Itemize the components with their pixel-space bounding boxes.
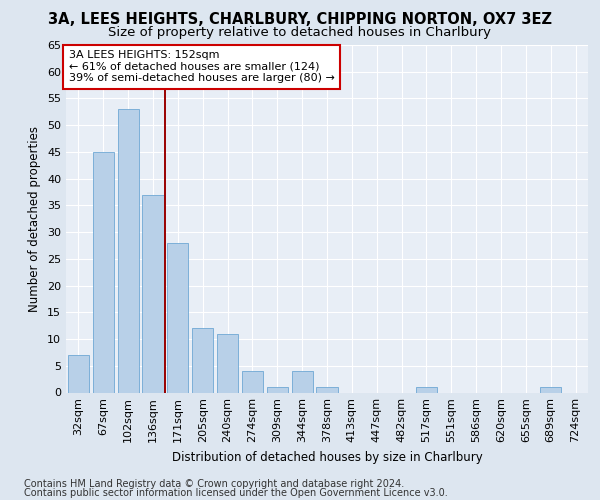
Text: Size of property relative to detached houses in Charlbury: Size of property relative to detached ho…: [109, 26, 491, 39]
X-axis label: Distribution of detached houses by size in Charlbury: Distribution of detached houses by size …: [172, 451, 482, 464]
Bar: [118, 109, 139, 393]
Bar: [416, 387, 437, 392]
Bar: [540, 387, 561, 392]
Bar: [93, 152, 114, 392]
Bar: [316, 387, 338, 392]
Text: Contains HM Land Registry data © Crown copyright and database right 2024.: Contains HM Land Registry data © Crown c…: [24, 479, 404, 489]
Bar: [192, 328, 213, 392]
Bar: [217, 334, 238, 392]
Y-axis label: Number of detached properties: Number of detached properties: [28, 126, 41, 312]
Text: 3A, LEES HEIGHTS, CHARLBURY, CHIPPING NORTON, OX7 3EZ: 3A, LEES HEIGHTS, CHARLBURY, CHIPPING NO…: [48, 12, 552, 28]
Bar: [167, 243, 188, 392]
Bar: [292, 371, 313, 392]
Bar: [267, 387, 288, 392]
Bar: [142, 194, 164, 392]
Bar: [242, 371, 263, 392]
Bar: [68, 355, 89, 393]
Text: 3A LEES HEIGHTS: 152sqm
← 61% of detached houses are smaller (124)
39% of semi-d: 3A LEES HEIGHTS: 152sqm ← 61% of detache…: [68, 50, 334, 84]
Text: Contains public sector information licensed under the Open Government Licence v3: Contains public sector information licen…: [24, 488, 448, 498]
